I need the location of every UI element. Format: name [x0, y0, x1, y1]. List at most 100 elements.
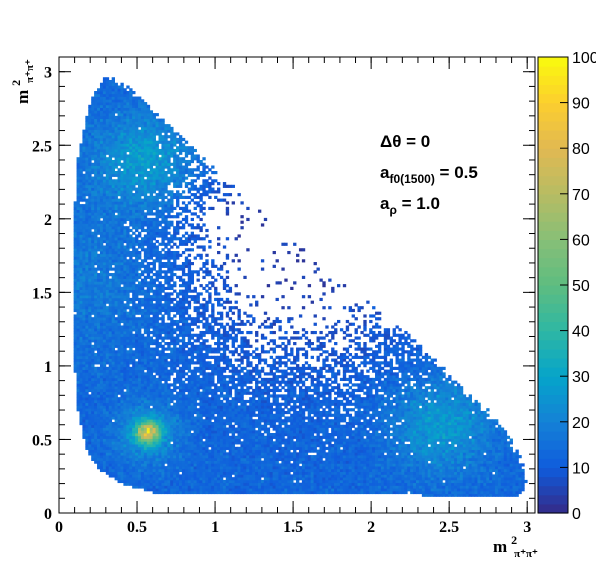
heatmap-cell — [105, 179, 110, 183]
heatmap-cell — [82, 143, 86, 147]
heatmap-cell — [111, 339, 115, 343]
heatmap-cell — [85, 377, 89, 382]
heatmap-cell — [97, 217, 101, 222]
heatmap-cell — [123, 330, 127, 335]
heatmap-cell — [152, 444, 156, 448]
heatmap-cell — [184, 353, 189, 357]
heatmap-cell — [99, 209, 104, 213]
heatmap-cell — [167, 369, 171, 373]
heatmap-cell — [102, 380, 107, 384]
heatmap-cell — [126, 444, 130, 448]
heatmap-cell — [140, 113, 145, 117]
heatmap-cell — [120, 204, 124, 208]
heatmap-cell — [105, 234, 110, 238]
heatmap-cell — [181, 438, 186, 442]
heatmap-cell — [143, 477, 148, 481]
heatmap-cell — [79, 184, 83, 188]
heatmap-cell — [105, 273, 110, 277]
heatmap-cell — [155, 460, 159, 464]
heatmap-cell — [105, 217, 110, 222]
heatmap-cell — [138, 477, 142, 481]
heatmap-cell — [82, 129, 86, 133]
heatmap-cell — [132, 270, 136, 274]
heatmap-cell — [155, 284, 159, 288]
heatmap-cell — [123, 256, 127, 260]
heatmap-cell — [105, 162, 110, 166]
heatmap-cell — [123, 408, 127, 412]
heatmap-cell — [155, 286, 159, 290]
heatmap-cell — [114, 195, 118, 199]
heatmap-cell — [114, 369, 118, 373]
heatmap-cell — [132, 148, 136, 153]
heatmap-cell — [88, 388, 92, 393]
heatmap-cell — [102, 184, 107, 188]
heatmap-cell — [126, 330, 130, 335]
heatmap-cell — [143, 126, 148, 131]
heatmap-cell — [143, 300, 148, 304]
heatmap-cell — [187, 314, 192, 318]
heatmap-cell — [85, 135, 89, 139]
heatmap-cell — [149, 115, 154, 119]
heatmap-cell — [111, 350, 115, 354]
heatmap-cell — [79, 204, 83, 208]
heatmap-cell — [88, 237, 92, 241]
heatmap-cell — [140, 366, 145, 370]
heatmap-cell — [129, 259, 133, 263]
heatmap-cell — [129, 171, 133, 175]
heatmap-cell — [140, 157, 145, 161]
heatmap-cell — [94, 405, 98, 409]
heatmap-cell — [132, 195, 136, 199]
heatmap-cell — [143, 355, 148, 359]
heatmap-cell — [184, 242, 189, 246]
heatmap-cell — [167, 303, 171, 307]
heatmap-cell — [187, 262, 192, 266]
heatmap-cell — [120, 347, 124, 351]
heatmap-cell — [152, 410, 156, 415]
heatmap-cell — [120, 289, 124, 293]
heatmap-cell — [91, 231, 95, 235]
heatmap-cell — [143, 148, 148, 153]
heatmap-cell — [184, 248, 189, 252]
heatmap-cell — [111, 358, 115, 362]
heatmap-cell — [120, 143, 124, 147]
heatmap-cell — [88, 446, 92, 450]
heatmap-cell — [97, 295, 101, 299]
heatmap-cell — [164, 148, 168, 153]
heatmap-cell — [117, 319, 121, 324]
heatmap-cell — [129, 193, 133, 197]
heatmap-cell — [149, 460, 154, 464]
heatmap-cell — [138, 250, 142, 255]
heatmap-cell — [132, 405, 136, 409]
heatmap-cell — [88, 250, 92, 255]
heatmap-cell — [76, 182, 80, 186]
heatmap-cell — [126, 91, 130, 95]
heatmap-cell — [170, 460, 174, 464]
heatmap-cell — [173, 267, 177, 271]
heatmap-cell — [120, 217, 124, 222]
heatmap-cell — [184, 457, 189, 461]
heatmap-cell — [102, 427, 107, 431]
heatmap-cell — [108, 383, 113, 387]
heatmap-cell — [176, 195, 180, 199]
heatmap-cell — [190, 488, 195, 492]
heatmap-cell — [132, 198, 136, 202]
heatmap-cell — [111, 171, 115, 175]
heatmap-cell — [135, 228, 139, 233]
heatmap-cell — [97, 380, 101, 384]
heatmap-cells — [73, 77, 528, 497]
heatmap-cell — [129, 162, 133, 166]
heatmap-cell — [114, 110, 118, 114]
heatmap-cell — [91, 121, 95, 125]
heatmap-cell — [114, 333, 118, 337]
heatmap-cell — [114, 355, 118, 359]
heatmap-cell — [164, 342, 168, 346]
heatmap-cell — [123, 292, 127, 296]
heatmap-cell — [132, 289, 136, 293]
heatmap-cell — [167, 449, 171, 453]
heatmap-cell — [164, 146, 168, 150]
heatmap-cell — [146, 289, 151, 293]
heatmap-cell — [167, 182, 171, 186]
heatmap-cell — [187, 275, 192, 279]
heatmap-cell — [152, 137, 156, 142]
heatmap-cell — [123, 88, 127, 92]
